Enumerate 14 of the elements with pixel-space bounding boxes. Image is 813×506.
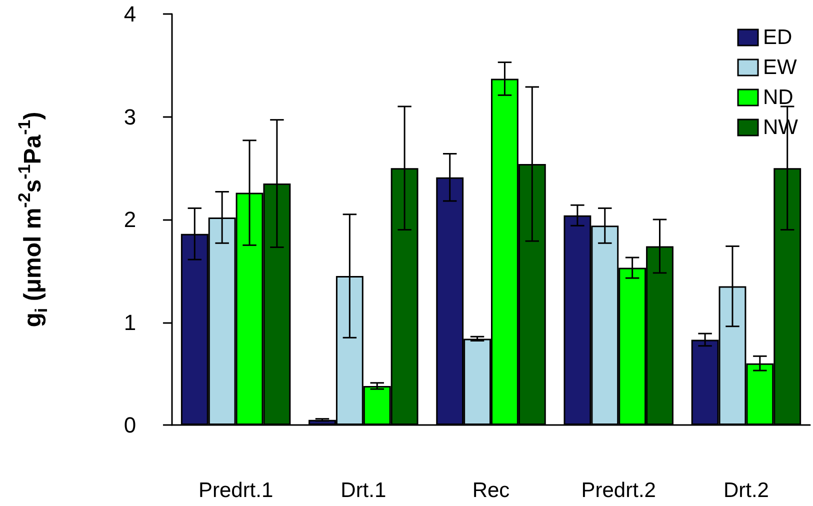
x-tick-label: Drt.1 bbox=[340, 479, 386, 502]
y-tick-label: 0 bbox=[124, 412, 136, 438]
y-tick-label: 4 bbox=[124, 2, 136, 26]
y-tick-label: 1 bbox=[124, 310, 136, 335]
text: gi (μmol m-2s-1Pa-1) bbox=[15, 112, 51, 328]
y-tick-label: 2 bbox=[124, 207, 136, 232]
x-tick-label: Rec bbox=[472, 479, 510, 502]
x-tick-label: Drt.2 bbox=[723, 479, 769, 502]
y-tick-label: 3 bbox=[124, 104, 136, 130]
x-tick-label: Predrt.1 bbox=[198, 479, 274, 502]
legend-label: EW bbox=[763, 56, 798, 79]
legend-label: ND bbox=[763, 86, 794, 109]
x-tick-label: Predrt.2 bbox=[581, 479, 656, 502]
legend-label: ED bbox=[763, 26, 792, 49]
